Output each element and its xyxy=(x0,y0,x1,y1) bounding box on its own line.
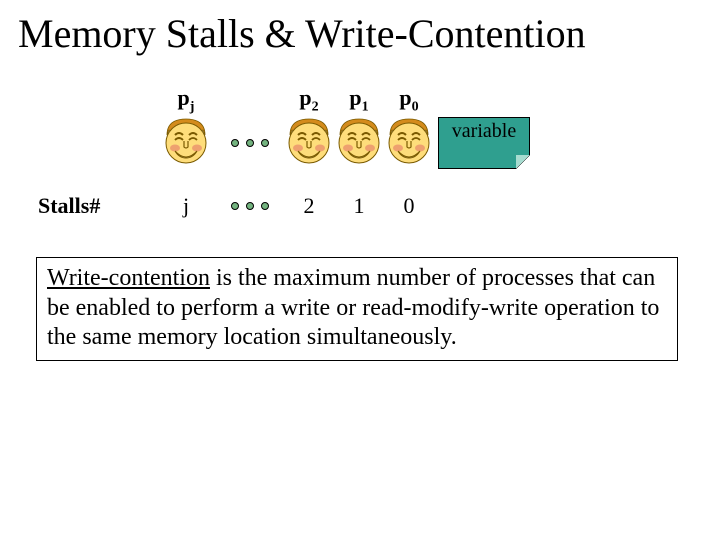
label-p1-sub: 1 xyxy=(362,99,369,114)
face-icon xyxy=(336,117,382,169)
slide-title: Memory Stalls & Write-Contention xyxy=(18,10,702,57)
stalls-value-2: 2 xyxy=(284,193,334,219)
stalls-value-0: 0 xyxy=(384,193,434,219)
face-icon xyxy=(286,117,332,169)
label-pj-sub: j xyxy=(190,99,195,114)
dot-icon xyxy=(231,202,239,210)
stalls-row: Stalls# j 2 1 0 xyxy=(36,193,702,219)
ellipsis-dots xyxy=(216,139,284,147)
dot-icon xyxy=(231,139,239,147)
process-labels-row: pj p2 p1 p0 xyxy=(36,85,702,115)
ellipsis-dots xyxy=(216,202,284,210)
face-icon xyxy=(386,117,432,169)
label-p2-sub: 2 xyxy=(312,99,319,114)
label-p1: p1 xyxy=(334,85,384,115)
definition-term: Write-contention xyxy=(47,265,210,291)
face-p0-cell xyxy=(384,117,434,169)
variable-label: variable xyxy=(439,120,529,143)
dot-icon xyxy=(246,202,254,210)
label-p0: p0 xyxy=(384,85,434,115)
label-p2: p2 xyxy=(284,85,334,115)
stalls-value-1: 1 xyxy=(334,193,384,219)
face-p1-cell xyxy=(334,117,384,169)
variable-box: variable xyxy=(438,117,530,169)
note-fold-line-icon xyxy=(516,155,530,169)
dot-icon xyxy=(261,202,269,210)
face-icon xyxy=(163,117,209,169)
dot-icon xyxy=(246,139,254,147)
face-pj-cell xyxy=(156,117,216,169)
process-faces-row: variable xyxy=(36,115,702,171)
stalls-label: Stalls# xyxy=(36,193,156,219)
face-p2-cell xyxy=(284,117,334,169)
dot-icon xyxy=(261,139,269,147)
stalls-value-j: j xyxy=(156,193,216,219)
definition-box: Write-contention is the maximum number o… xyxy=(36,257,678,361)
label-p0-sub: 0 xyxy=(412,99,419,114)
label-pj: pj xyxy=(156,85,216,115)
